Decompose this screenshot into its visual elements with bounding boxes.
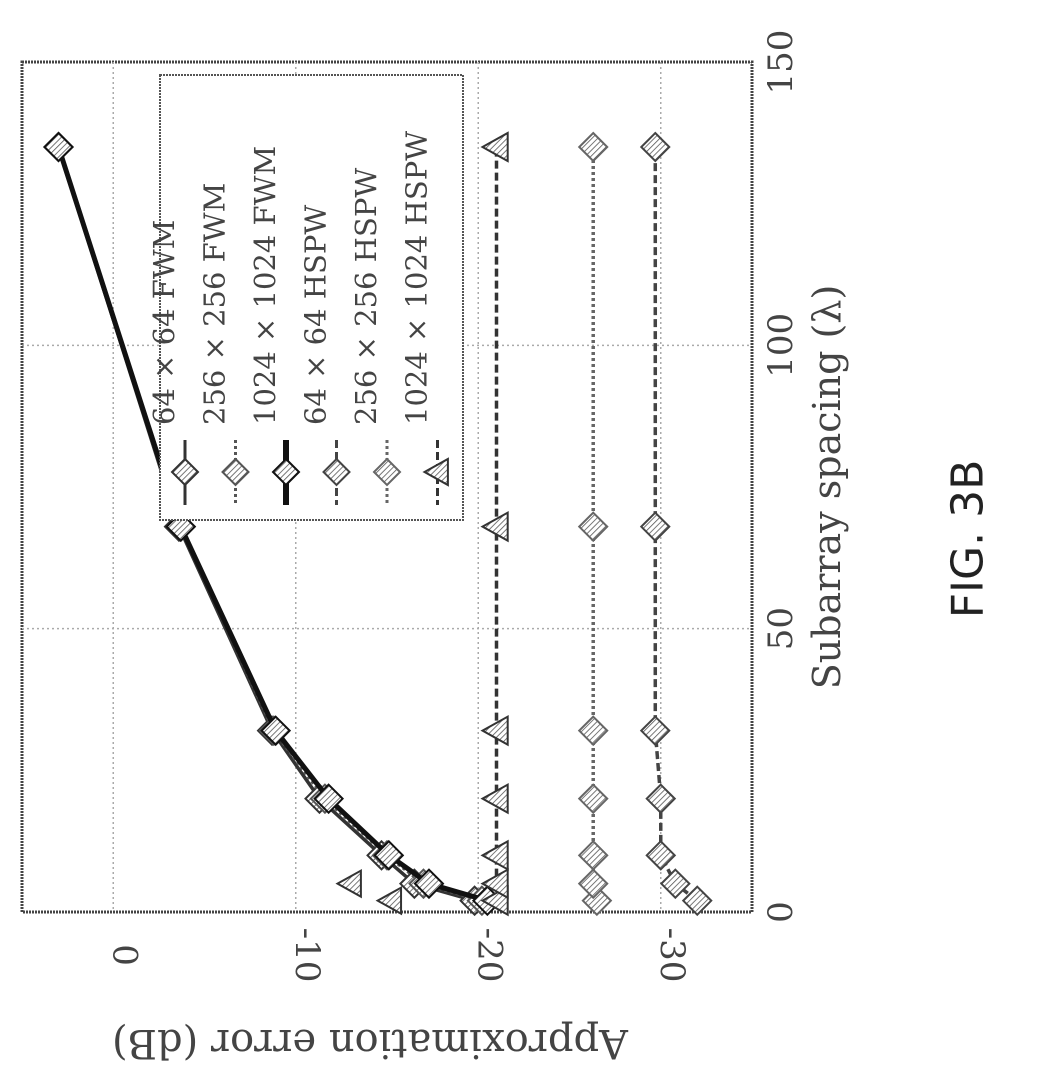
triangle-marker [480, 839, 509, 872]
diamond-marker [322, 457, 351, 487]
legend: 64 × 64 FWM 256 × 256 FWM 1024 × 1024 FWM 6… [147, 74, 464, 521]
x-axis-title: Subarray spacing (λ) [805, 285, 849, 690]
legend-item: 1024 × 1024 HSPW [400, 131, 449, 505]
legend-label: 256 × 256 FWM [198, 183, 232, 425]
series-5 [577, 131, 613, 917]
x-tick-label: 100 [761, 313, 801, 378]
triangle-marker [422, 457, 449, 487]
legend-label: 64 × 64 FWM [147, 220, 181, 425]
x-tick-label: 0 [761, 901, 801, 923]
triangle-marker [335, 868, 362, 899]
legend-item: 1024 × 1024 FWM [248, 146, 301, 505]
diamond-marker [577, 868, 609, 900]
diamond-marker [413, 868, 445, 900]
y-tick-label: -30 [652, 928, 692, 983]
diamond-marker [645, 783, 677, 815]
diamond-marker [577, 783, 609, 815]
legend-label: 1024 × 1024 HSPW [400, 131, 434, 425]
diamond-marker [373, 839, 405, 871]
legend-box [159, 74, 464, 521]
diamond-marker [645, 839, 677, 871]
diamond-marker [271, 457, 301, 487]
legend-item: 256 × 256 FWM [198, 183, 250, 505]
triangle-marker [480, 782, 509, 815]
diamond-marker [577, 715, 609, 747]
x-tick-label: 150 [761, 30, 801, 95]
y-tick-label: 0 [104, 944, 144, 966]
diamond-marker [639, 131, 671, 163]
series-6 [480, 131, 509, 917]
diamond-marker [577, 511, 609, 543]
diamond-marker [659, 868, 691, 900]
diamond-marker [577, 131, 609, 163]
series-3 [43, 131, 503, 917]
diamond-marker [43, 131, 74, 163]
figure-caption: FIG. 3B [942, 459, 994, 619]
y-tick-label: -10 [287, 928, 327, 983]
diamond-marker [577, 839, 609, 871]
diamond-marker [639, 715, 671, 747]
legend-label: 1024 × 1024 FWM [248, 146, 282, 425]
diamond-marker [221, 457, 250, 487]
diamond-marker [639, 511, 671, 543]
legend-label: 256 × 256 HSPW [349, 168, 383, 425]
diamond-marker [170, 457, 200, 487]
legend-item: 64 × 64 FWM [147, 220, 200, 505]
y-axis-title: Approximation error (dB) [112, 1020, 629, 1066]
triangle-marker [480, 867, 509, 900]
y-tick-label: -20 [469, 928, 509, 983]
triangle-marker [480, 131, 509, 163]
legend-item: 256 × 256 HSPW [349, 168, 402, 505]
x-tick-label: 50 [761, 607, 801, 650]
series-4 [639, 131, 713, 917]
diamond-marker [313, 783, 345, 815]
tick-labels: 0 50 100 150 0 -10 -20 -30 [104, 30, 801, 983]
series-group [43, 131, 713, 917]
triangle-marker [480, 714, 509, 747]
legend-item: 64 × 64 HSPW [299, 205, 351, 505]
triangle-marker [480, 510, 509, 543]
triangle-marker [375, 885, 403, 916]
diamond-marker [260, 715, 292, 747]
diamond-marker [372, 457, 402, 487]
legend-label: 64 × 64 HSPW [299, 205, 333, 425]
diamond-marker [681, 885, 713, 917]
